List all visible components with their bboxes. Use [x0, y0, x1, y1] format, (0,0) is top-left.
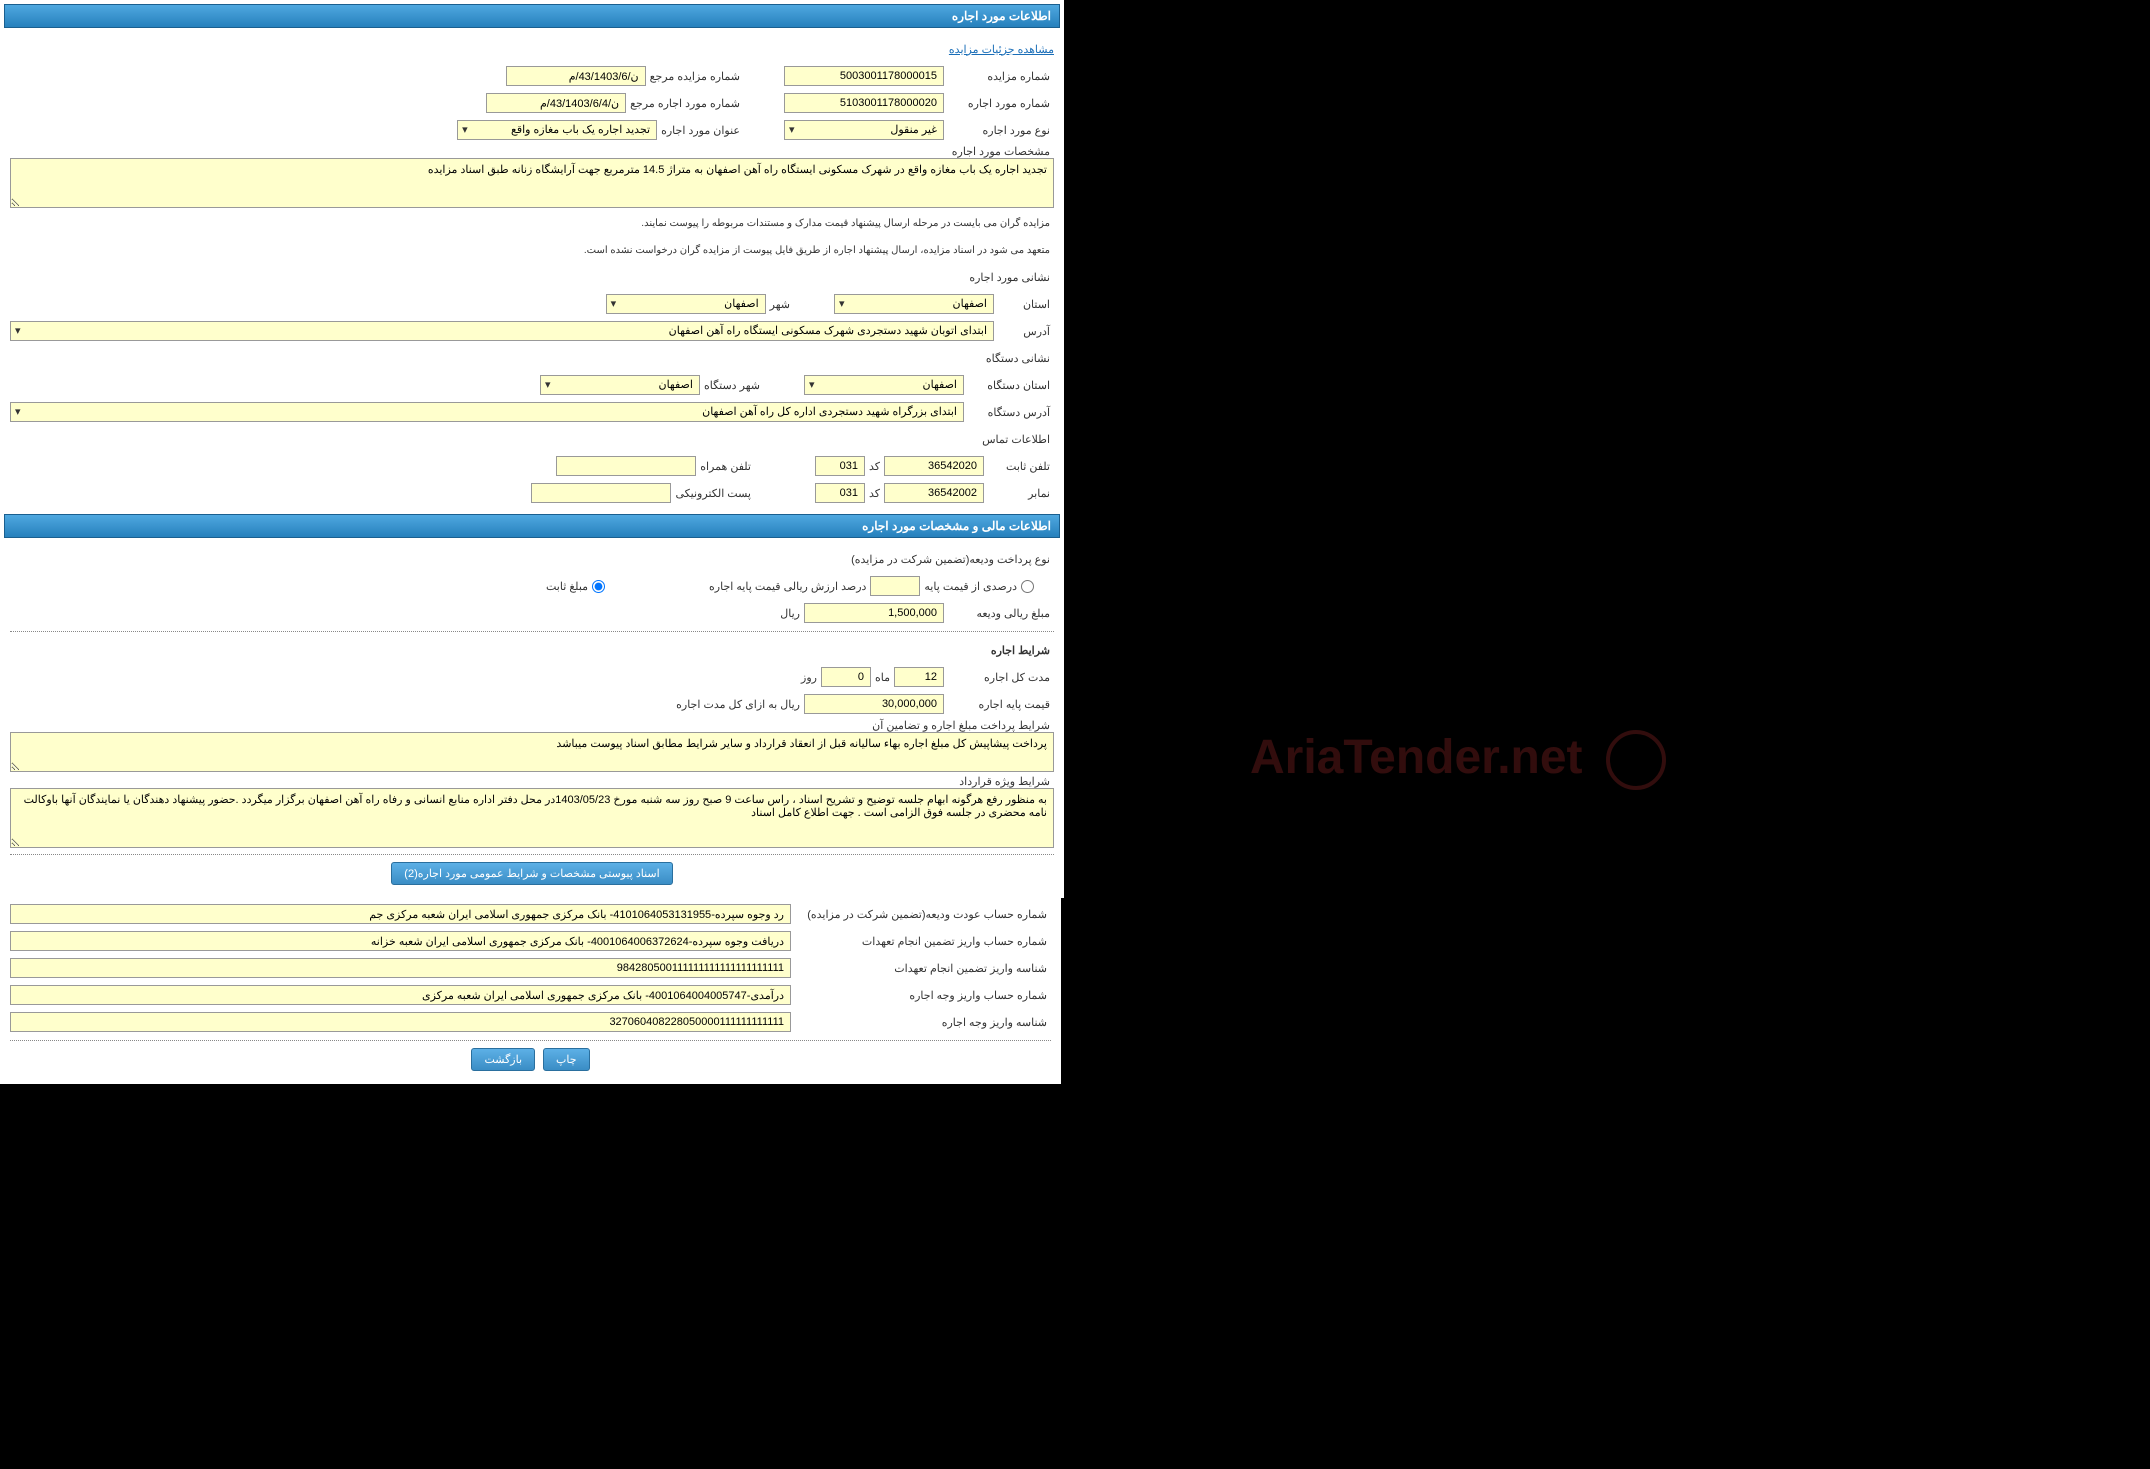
watermark: AriaTender.net	[1250, 730, 1666, 790]
f-fax: 36542002	[884, 483, 984, 503]
l-city: شهر	[766, 298, 794, 311]
l-email: پست الکترونیکی	[671, 487, 755, 500]
label-acc6: شماره حساب واریز تضمین انجام تعهدات	[791, 935, 1051, 948]
lease-info-panel: اطلاعات مورد اجاره مشاهده جزئیات مزایده …	[0, 0, 1064, 898]
l-dev-address: آدرس دستگاه	[964, 406, 1054, 419]
note1: مزایده گران می بایست در مرحله ارسال پیشن…	[637, 218, 1054, 229]
l-duration: مدت کل اجاره	[944, 671, 1054, 684]
l-lease-title: عنوان مورد اجاره	[657, 124, 744, 137]
f-auction-no: 5003001178000015	[784, 66, 944, 86]
f-phone: 36542020	[884, 456, 984, 476]
field-acc6: دریافت وجوه سپرده-4001064006372624- بانک…	[10, 931, 791, 951]
l-dep-amount: مبلغ ریالی ودیعه	[944, 607, 1054, 620]
label-acc9: شناسه واریز وجه اجاره	[791, 1016, 1051, 1029]
l-address: آدرس	[994, 325, 1054, 338]
f-email	[531, 483, 671, 503]
f-dep-percent	[870, 576, 920, 596]
back-button[interactable]: بازگشت	[471, 1048, 535, 1071]
f-base-price: 30,000,000	[804, 694, 944, 714]
f-code1: 031	[815, 456, 865, 476]
rent-heading: شرایط اجاره	[987, 644, 1054, 657]
l-dev-city: شهر دستگاه	[700, 379, 764, 392]
watermark-logo-icon	[1606, 730, 1666, 790]
l-lease-ref: شماره مورد اجاره مرجع	[626, 97, 744, 110]
l-auction-no: شماره مزایده	[944, 70, 1054, 83]
f-lease-ref: ن/43/1403/6/4/م	[486, 93, 626, 113]
l-phone: تلفن ثابت	[984, 460, 1054, 473]
section-header-lease-fin: اطلاعات مالی و مشخصات مورد اجاره	[4, 514, 1060, 538]
ta-pay-terms[interactable]: پرداخت پیشاپیش کل مبلغ اجاره بهاء سالیان…	[10, 732, 1054, 772]
section-header-lease: اطلاعات مورد اجاره	[4, 4, 1060, 28]
print-button[interactable]: چاپ	[543, 1048, 590, 1071]
label-acc8: شماره حساب واریز وجه اجاره	[791, 989, 1051, 1002]
f-dep-amount: 1,500,000	[804, 603, 944, 623]
field-acc5: رد وجوه سپرده-4101064053131955- بانک مرک…	[10, 904, 791, 924]
l-base-price: قیمت پایه اجاره	[944, 698, 1054, 711]
f-mobile	[556, 456, 696, 476]
label-acc7: شناسه واریز تضمین انجام تعهدات	[791, 962, 1051, 975]
l-code1: کد	[865, 460, 884, 473]
radio-dep-fixed[interactable]	[592, 580, 605, 593]
field-acc9: 327060408228050000111111111111	[10, 1012, 791, 1032]
contact-heading: اطلاعات تماس	[978, 433, 1054, 446]
dd-city[interactable]: اصفهان	[606, 294, 766, 314]
l-lease-no: شماره مورد اجاره	[944, 97, 1054, 110]
f-months: 12	[894, 667, 944, 687]
l-lease-type: نوع مورد اجاره	[944, 124, 1054, 137]
ta-lease-spec[interactable]: تجدید اجاره یک باب مغازه واقع در شهرک مس…	[10, 158, 1054, 208]
dd-dev-province[interactable]: اصفهان	[804, 375, 964, 395]
l-auction-ref: شماره مزایده مرجع	[646, 70, 744, 83]
attachments-button[interactable]: اسناد پیوستی مشخصات و شرایط عمومی مورد ا…	[391, 862, 672, 885]
note2: متعهد می شود در اسناد مزایده، ارسال پیشن…	[580, 245, 1054, 256]
dd-province[interactable]: اصفهان	[834, 294, 994, 314]
radio-dep-percent[interactable]	[1021, 580, 1034, 593]
ta-special[interactable]: به منظور رفع هرگونه ابهام جلسه توضیح و ت…	[10, 788, 1054, 848]
l-mobile: تلفن همراه	[696, 460, 755, 473]
dd-address[interactable]: ابتدای اتوبان شهید دستجردی شهرک مسکونی ا…	[10, 321, 994, 341]
dd-dev-address[interactable]: ابتدای بزرگراه شهید دستجردی اداره کل راه…	[10, 402, 964, 422]
f-lease-no: 5103001178000020	[784, 93, 944, 113]
f-code2: 031	[815, 483, 865, 503]
view-details-link[interactable]: مشاهده جزئیات مزایده	[949, 43, 1054, 56]
l-dev-province: استان دستگاه	[964, 379, 1054, 392]
l-province: استان	[994, 298, 1054, 311]
f-days: 0	[821, 667, 871, 687]
dd-lease-title[interactable]: تجدید اجاره یک باب مغازه واقع	[457, 120, 657, 140]
label-acc5: شماره حساب عودت ودیعه(تضمین شرکت در مزای…	[791, 908, 1051, 921]
dd-dev-city[interactable]: اصفهان	[540, 375, 700, 395]
l-lease-spec: مشخصات مورد اجاره	[944, 145, 1054, 158]
l-pay-terms: شرایط پرداخت مبلغ اجاره و تضامین آن	[874, 719, 1054, 732]
field-acc8: درآمدی-4001064004005747- بانک مرکزی جمهو…	[10, 985, 791, 1005]
dep-heading: نوع پرداخت ودیعه(تضمین شرکت در مزایده)	[847, 553, 1054, 566]
l-code2: کد	[865, 487, 884, 500]
dev-heading: نشانی دستگاه	[982, 352, 1054, 365]
field-acc7: 984280500111111111111111111111	[10, 958, 791, 978]
dd-lease-type[interactable]: غیر منقول	[784, 120, 944, 140]
l-fax: نمابر	[984, 487, 1054, 500]
addr-heading: نشانی مورد اجاره	[965, 271, 1054, 284]
f-auction-ref: ن/43/1403/6/م	[506, 66, 646, 86]
l-special: شرایط ویژه قرارداد	[944, 775, 1054, 788]
